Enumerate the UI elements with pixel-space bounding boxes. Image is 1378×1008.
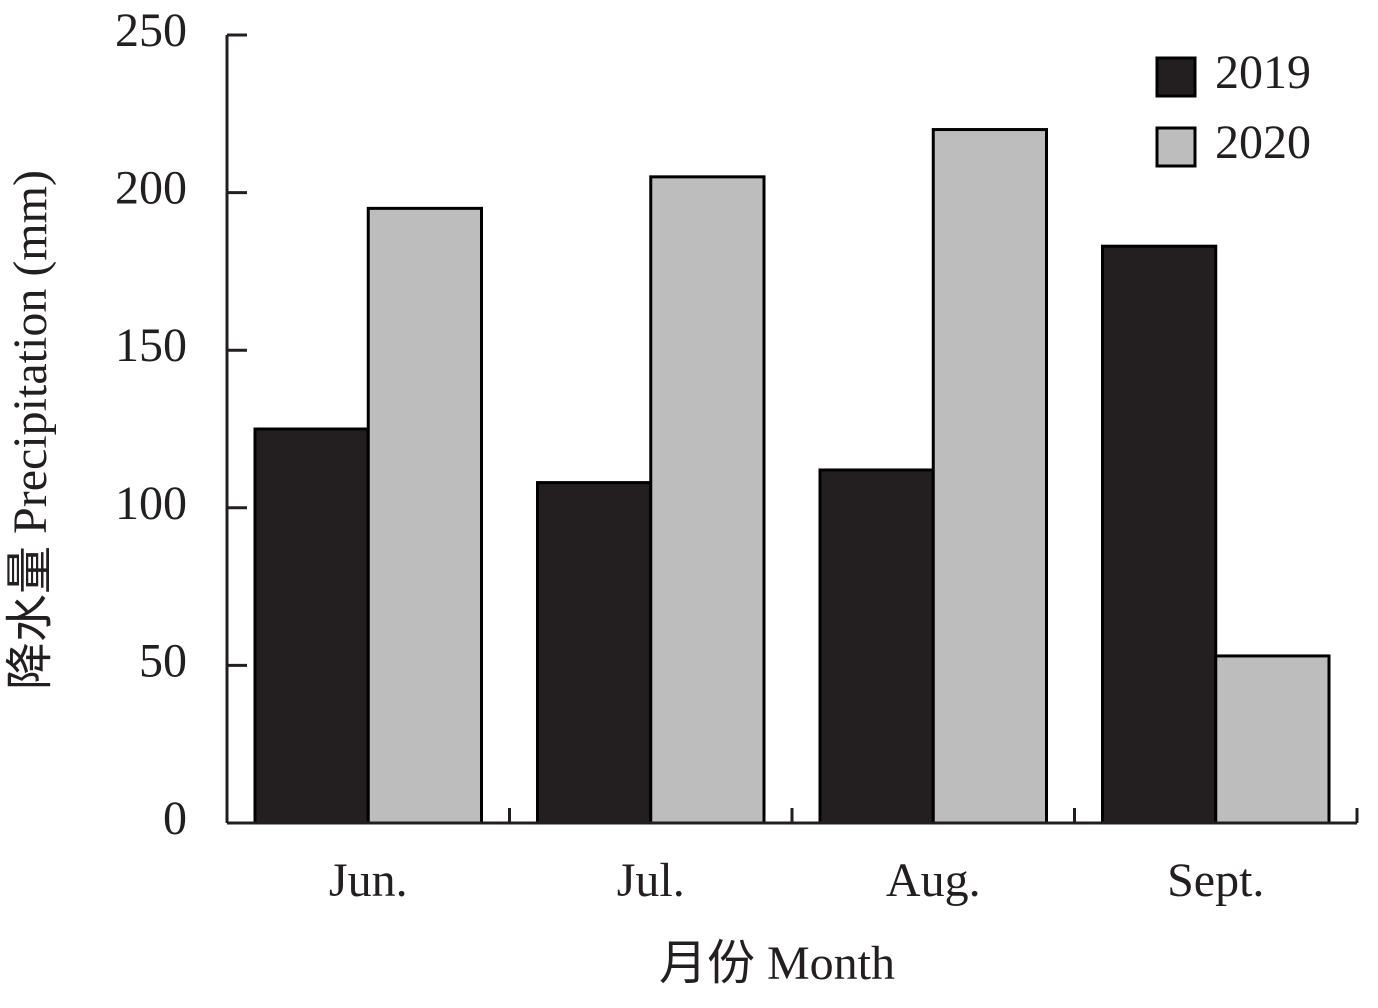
bar — [1214, 654, 1331, 825]
y-tick-label: 200 — [115, 162, 187, 215]
legend-label: 2019 — [1215, 46, 1311, 99]
bar — [253, 427, 370, 825]
bar — [818, 468, 935, 825]
bar — [931, 128, 1048, 825]
legend-label: 2020 — [1215, 116, 1311, 169]
y-tick-label: 150 — [115, 319, 187, 372]
x-axis-label: 月份 Month — [659, 937, 895, 990]
y-tick-label: 0 — [163, 792, 187, 845]
y-axis-label: 降水量 Precipitation (mm) — [4, 170, 57, 690]
legend-swatch — [1155, 56, 1197, 98]
y-tick-label: 100 — [115, 477, 187, 530]
x-tick-label: Jun. — [329, 854, 408, 907]
x-tick-label: Sept. — [1167, 854, 1264, 907]
bar — [1101, 244, 1218, 825]
y-tick-label: 50 — [139, 634, 187, 687]
bar — [649, 175, 766, 825]
bar — [366, 206, 483, 825]
x-tick-label: Jul. — [617, 854, 685, 907]
y-tick-label: 250 — [115, 4, 187, 57]
bar — [536, 481, 653, 825]
x-tick-label: Aug. — [886, 854, 981, 907]
legend-swatch — [1155, 126, 1197, 168]
